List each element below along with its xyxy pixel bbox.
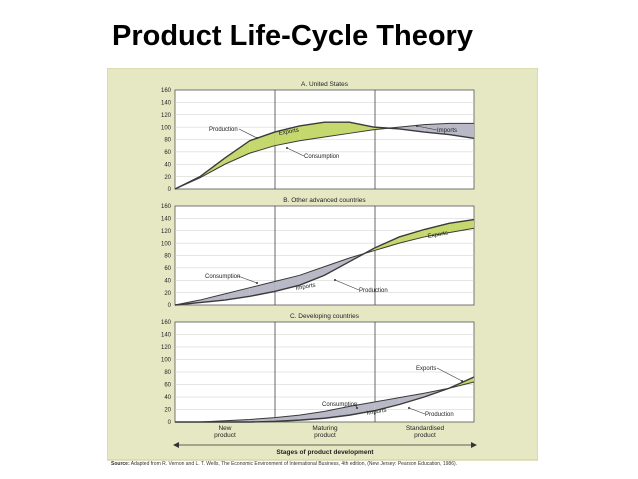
annotation-arrowhead <box>256 137 258 139</box>
y-tick-label: 20 <box>164 291 171 297</box>
import-area <box>274 275 300 292</box>
y-tick-label: 60 <box>164 383 171 389</box>
stage-label-line: Standardised <box>406 425 445 432</box>
annotation-exports: Exports <box>416 366 436 372</box>
y-tick-label: 100 <box>161 358 172 364</box>
series-line-consumption <box>174 122 474 190</box>
stage-axis-label: Stages of product development <box>276 449 374 456</box>
y-tick-label: 160 <box>161 204 172 210</box>
import-area <box>299 266 325 286</box>
import-area <box>449 123 474 139</box>
y-tick-label: 80 <box>164 370 171 376</box>
y-tick-label: 120 <box>161 229 172 235</box>
annotation-production: Production <box>359 288 388 294</box>
y-tick-label: 20 <box>164 175 171 181</box>
y-tick-label: 60 <box>164 150 171 156</box>
import-area <box>249 281 275 297</box>
chart-panel-0: 0 20 40 60 80 100 120 140 160 A. United States <box>161 81 475 193</box>
annotation-exports: Exports <box>427 231 448 240</box>
y-tick-label: 80 <box>164 138 171 144</box>
annotation-arrowhead <box>286 147 288 149</box>
y-tick-label: 40 <box>164 278 171 284</box>
chart-panel-1: 0 20 40 60 80 100 120 140 160 B. Other advanced c… <box>161 197 475 309</box>
plc-figure: 0 20 40 60 80 100 120 140 160 A. United States 0 20… <box>107 68 538 461</box>
y-tick-label: 160 <box>161 88 172 94</box>
chart-panel-2: 0 20 40 60 80 100 120 140 160 C. Developing count… <box>161 313 475 426</box>
annotation-arrowhead <box>256 282 258 284</box>
annotation-consumption: Consumption <box>304 154 339 160</box>
import-area <box>424 123 450 135</box>
y-tick-label: 140 <box>161 217 172 223</box>
slide-title: Product Life-Cycle Theory <box>112 20 473 52</box>
annotation-arrow <box>237 275 258 284</box>
series-line-production <box>174 218 475 306</box>
import-area <box>374 397 400 411</box>
stage-label-line: product <box>214 432 236 439</box>
stage-axis-arrow-right <box>471 442 477 448</box>
stage-label: Standardised product <box>406 425 445 439</box>
y-tick-label: 60 <box>164 266 171 272</box>
source-note: Source: Adapted from R. Vernon and L. T.… <box>111 461 531 467</box>
annotation-arrowhead <box>356 407 358 409</box>
y-tick-label: 0 <box>168 187 172 193</box>
annotation-arrow <box>286 147 305 157</box>
export-area <box>224 140 250 165</box>
y-tick-label: 140 <box>161 333 172 339</box>
stage-axis-arrow-left <box>173 442 179 448</box>
y-tick-label: 40 <box>164 162 171 168</box>
annotation-arrow <box>334 279 360 291</box>
import-area <box>324 257 350 276</box>
stage-label-line: product <box>414 432 436 439</box>
y-tick-label: 0 <box>168 303 172 309</box>
annotation-arrow <box>416 125 438 131</box>
series-line-consumption <box>174 227 475 306</box>
annotation-consumption: Consumption <box>205 274 240 280</box>
export-area <box>399 229 425 244</box>
y-tick-label: 80 <box>164 254 171 260</box>
panel-title: C. Developing countries <box>290 313 360 320</box>
y-tick-label: 160 <box>161 320 172 326</box>
annotation-exports: Exports <box>278 128 299 137</box>
stage-label-line: Maturing <box>312 425 338 432</box>
export-area <box>299 122 325 141</box>
annotation-arrow <box>436 367 463 382</box>
import-area <box>399 124 425 133</box>
annotation-arrowhead <box>416 125 418 127</box>
annotation-imports: Imports <box>295 283 316 292</box>
import-area <box>399 393 425 405</box>
stage-label: Maturing product <box>312 425 338 439</box>
export-area <box>249 132 275 154</box>
source-label: Source: <box>111 461 130 467</box>
export-area <box>349 122 375 134</box>
annotation-arrow <box>238 128 258 139</box>
panel-title: B. Other advanced countries <box>283 197 366 204</box>
stage-label: New product <box>214 425 236 439</box>
stage-label-line: New <box>218 425 231 432</box>
annotation-consumption: Consumption <box>322 402 357 408</box>
annotation-arrowhead <box>408 407 410 409</box>
series-line-production <box>174 121 475 190</box>
annotation-imports: Imports <box>366 408 387 417</box>
series-line-consumption <box>175 381 475 423</box>
y-tick-label: 100 <box>161 125 172 131</box>
annotation-production: Production <box>209 127 238 133</box>
annotation-arrow <box>408 407 426 415</box>
annotation-production: Production <box>425 412 454 418</box>
y-tick-label: 40 <box>164 395 171 401</box>
y-tick-label: 140 <box>161 101 172 107</box>
export-area <box>324 122 350 138</box>
stage-label-line: product <box>314 432 336 439</box>
annotation-arrowhead <box>334 279 336 281</box>
annotation-arrowhead <box>461 380 463 382</box>
y-tick-label: 120 <box>161 113 172 119</box>
series-line-production <box>175 376 475 423</box>
source-text: Adapted from R. Vernon and L. T. Wells, … <box>129 461 458 467</box>
annotation-imports: Imports <box>437 128 457 134</box>
import-area <box>299 411 325 421</box>
y-tick-label: 100 <box>161 241 172 247</box>
y-tick-label: 0 <box>168 420 172 426</box>
y-tick-label: 20 <box>164 408 171 414</box>
panel-title: A. United States <box>301 81 349 88</box>
y-tick-label: 120 <box>161 345 172 351</box>
